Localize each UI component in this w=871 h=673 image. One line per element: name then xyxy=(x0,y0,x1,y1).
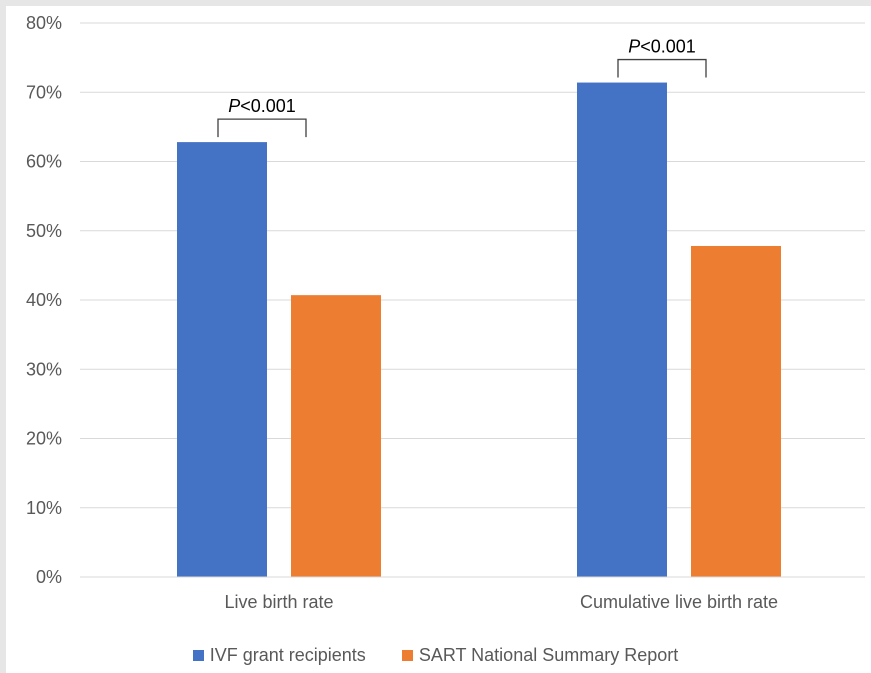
bar-ivf-1 xyxy=(577,82,667,578)
significance-bracket xyxy=(617,58,707,78)
y-axis: 0% 10% 20% 30% 40% 50% 60% 70% 80% xyxy=(26,13,62,587)
legend: IVF grant recipients SART National Summa… xyxy=(0,645,871,666)
legend-label-ivf: IVF grant recipients xyxy=(209,645,366,665)
x-category-label: Cumulative live birth rate xyxy=(580,592,778,612)
y-tick-label: 60% xyxy=(26,152,62,172)
y-tick-label: 20% xyxy=(26,429,62,449)
legend-swatch-sart xyxy=(401,650,413,661)
y-tick-label: 30% xyxy=(26,359,62,379)
y-tick-label: 40% xyxy=(26,290,62,310)
legend-item-sart: SART National Summary Report xyxy=(401,645,679,666)
bar-chart: 0% 10% 20% 30% 40% 50% 60% 70% 80% Live birth ra… xyxy=(26,13,865,612)
bar-sart-0 xyxy=(291,295,381,577)
p-value-label: P<0.001 xyxy=(228,96,296,116)
y-tick-label: 70% xyxy=(26,82,62,102)
y-tick-label: 50% xyxy=(26,221,62,241)
legend-item-ivf-grant-recipients: IVF grant recipients xyxy=(192,645,366,666)
legend-label-sart: SART National Summary Report xyxy=(418,645,679,665)
significance-annotations: P<0.001 P<0.001 xyxy=(217,37,707,138)
bars xyxy=(177,82,781,578)
bar-ivf-0 xyxy=(177,142,267,578)
x-category-label: Live birth rate xyxy=(224,592,333,612)
p-value-label: P<0.001 xyxy=(628,37,696,57)
x-axis: Live birth rate Cumulative live birth rat… xyxy=(80,576,865,612)
bar-sart-1 xyxy=(691,245,781,578)
y-tick-label: 10% xyxy=(26,498,62,518)
legend-swatch-ivf xyxy=(192,650,204,661)
significance-bracket xyxy=(217,118,307,138)
y-tick-label: 0% xyxy=(36,567,62,587)
y-tick-label: 80% xyxy=(26,13,62,33)
